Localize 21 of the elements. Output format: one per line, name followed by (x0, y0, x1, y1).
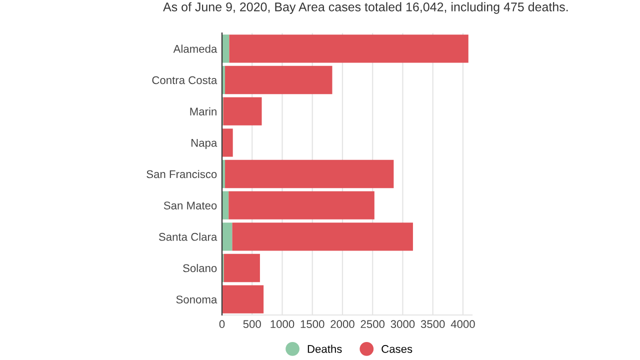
y-tick-label: Contra Costa (152, 76, 218, 84)
x-tick-label: 2000 (330, 320, 354, 328)
x-tick-label: 2500 (360, 320, 385, 328)
x-tick-label: 3500 (420, 320, 445, 328)
y-tick-label: San Francisco (146, 170, 217, 178)
chart-title: As of June 9, 2020, Bay Area cases totaled 16,042, including 475 deaths. (163, 2, 568, 14)
x-tick-label: 3000 (390, 320, 415, 328)
y-tick-label: Marin (190, 107, 216, 116)
x-tick-label: 1000 (270, 320, 294, 328)
y-tick-label: Napa (191, 139, 218, 149)
y-tick-label: San Mateo (164, 202, 217, 210)
y-tick-label: Solano (183, 264, 217, 272)
y-tick-label: Santa Clara (158, 232, 218, 241)
x-tick-label: 1500 (300, 320, 324, 328)
x-tick-label: 0 (219, 320, 225, 328)
legend-label: Cases (382, 345, 412, 353)
legend-label: Deaths (308, 344, 342, 353)
y-tick-label: Alameda (173, 44, 218, 53)
y-tick-label: Sonoma (176, 296, 218, 304)
x-tick-label: 500 (243, 320, 261, 328)
x-tick-label: 4000 (450, 320, 475, 328)
